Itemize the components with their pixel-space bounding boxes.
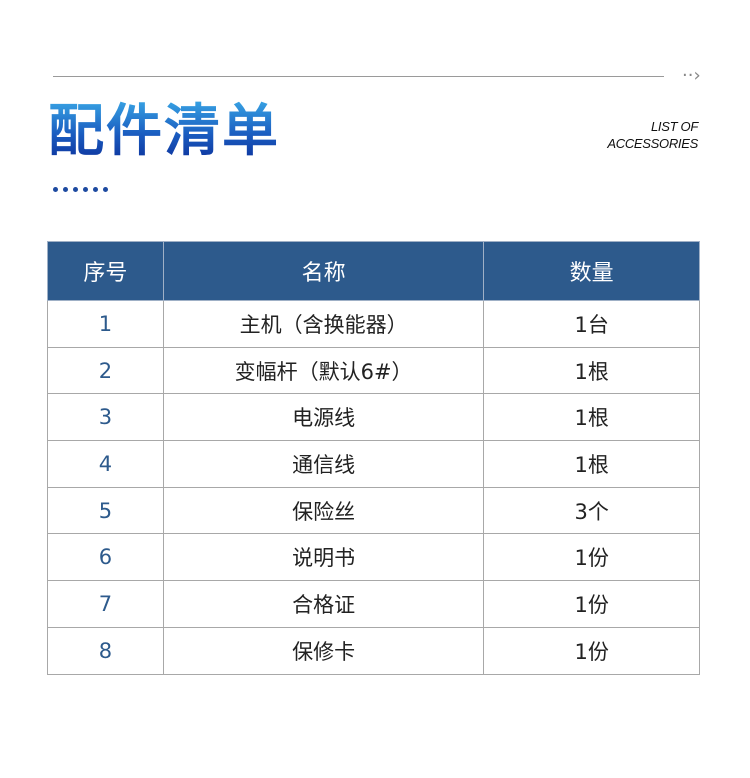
item-quantity: 1根 (483, 346, 700, 395)
column-header: 名称 (162, 241, 485, 301)
row-index: 3 (47, 393, 164, 442)
subtitle-line: LIST OF (650, 119, 698, 134)
table-row: 6 说明书 1份 (47, 533, 700, 582)
table-row: 8 保修卡 1份 (47, 626, 700, 675)
item-quantity: 1份 (483, 626, 700, 675)
item-name: 保修卡 (162, 626, 485, 675)
column-header: 数量 (483, 241, 700, 301)
item-quantity: 1根 (483, 440, 700, 488)
table-row: 5 保险丝 3个 (47, 486, 700, 535)
item-name: 变幅杆（默认6#） (162, 346, 485, 395)
row-index: 8 (47, 626, 164, 675)
item-name: 说明书 (162, 533, 485, 582)
table-row: 4 通信线 1根 (47, 440, 700, 488)
table-header-row: 序号 名称 数量 (47, 241, 700, 301)
row-index: 4 (47, 440, 164, 488)
subtitle-line: ACCESSORIES (607, 136, 698, 151)
item-quantity: 1根 (483, 393, 700, 442)
row-index: 6 (47, 533, 164, 582)
page-subtitle: LIST OF ACCESSORIES (607, 118, 698, 152)
decorative-dots (53, 187, 108, 192)
divider-line (53, 76, 664, 77)
table-row: 2 变幅杆（默认6#） 1根 (47, 346, 700, 395)
chevron-right-icon: ··› (682, 65, 701, 86)
row-index: 5 (47, 486, 164, 535)
accessories-table: 序号 名称 数量 1 主机（含换能器） 1台 2 变幅杆（默认6#） 1根 3 电源线 1根 4 通… (47, 241, 700, 675)
item-quantity: 1份 (483, 580, 700, 628)
item-quantity: 3个 (483, 486, 700, 535)
item-quantity: 1份 (483, 533, 700, 582)
table-row: 7 合格证 1份 (47, 580, 700, 628)
column-header: 序号 (47, 241, 164, 301)
item-name: 合格证 (162, 580, 485, 628)
table-row: 3 电源线 1根 (47, 393, 700, 442)
table-row: 1 主机（含换能器） 1台 (47, 300, 700, 348)
item-quantity: 1台 (483, 300, 700, 348)
item-name: 主机（含换能器） (162, 300, 485, 348)
row-index: 2 (47, 346, 164, 395)
item-name: 保险丝 (162, 486, 485, 535)
page-title: 配件清单 (48, 98, 280, 164)
item-name: 电源线 (162, 393, 485, 442)
item-name: 通信线 (162, 440, 485, 488)
row-index: 1 (47, 300, 164, 348)
row-index: 7 (47, 580, 164, 628)
